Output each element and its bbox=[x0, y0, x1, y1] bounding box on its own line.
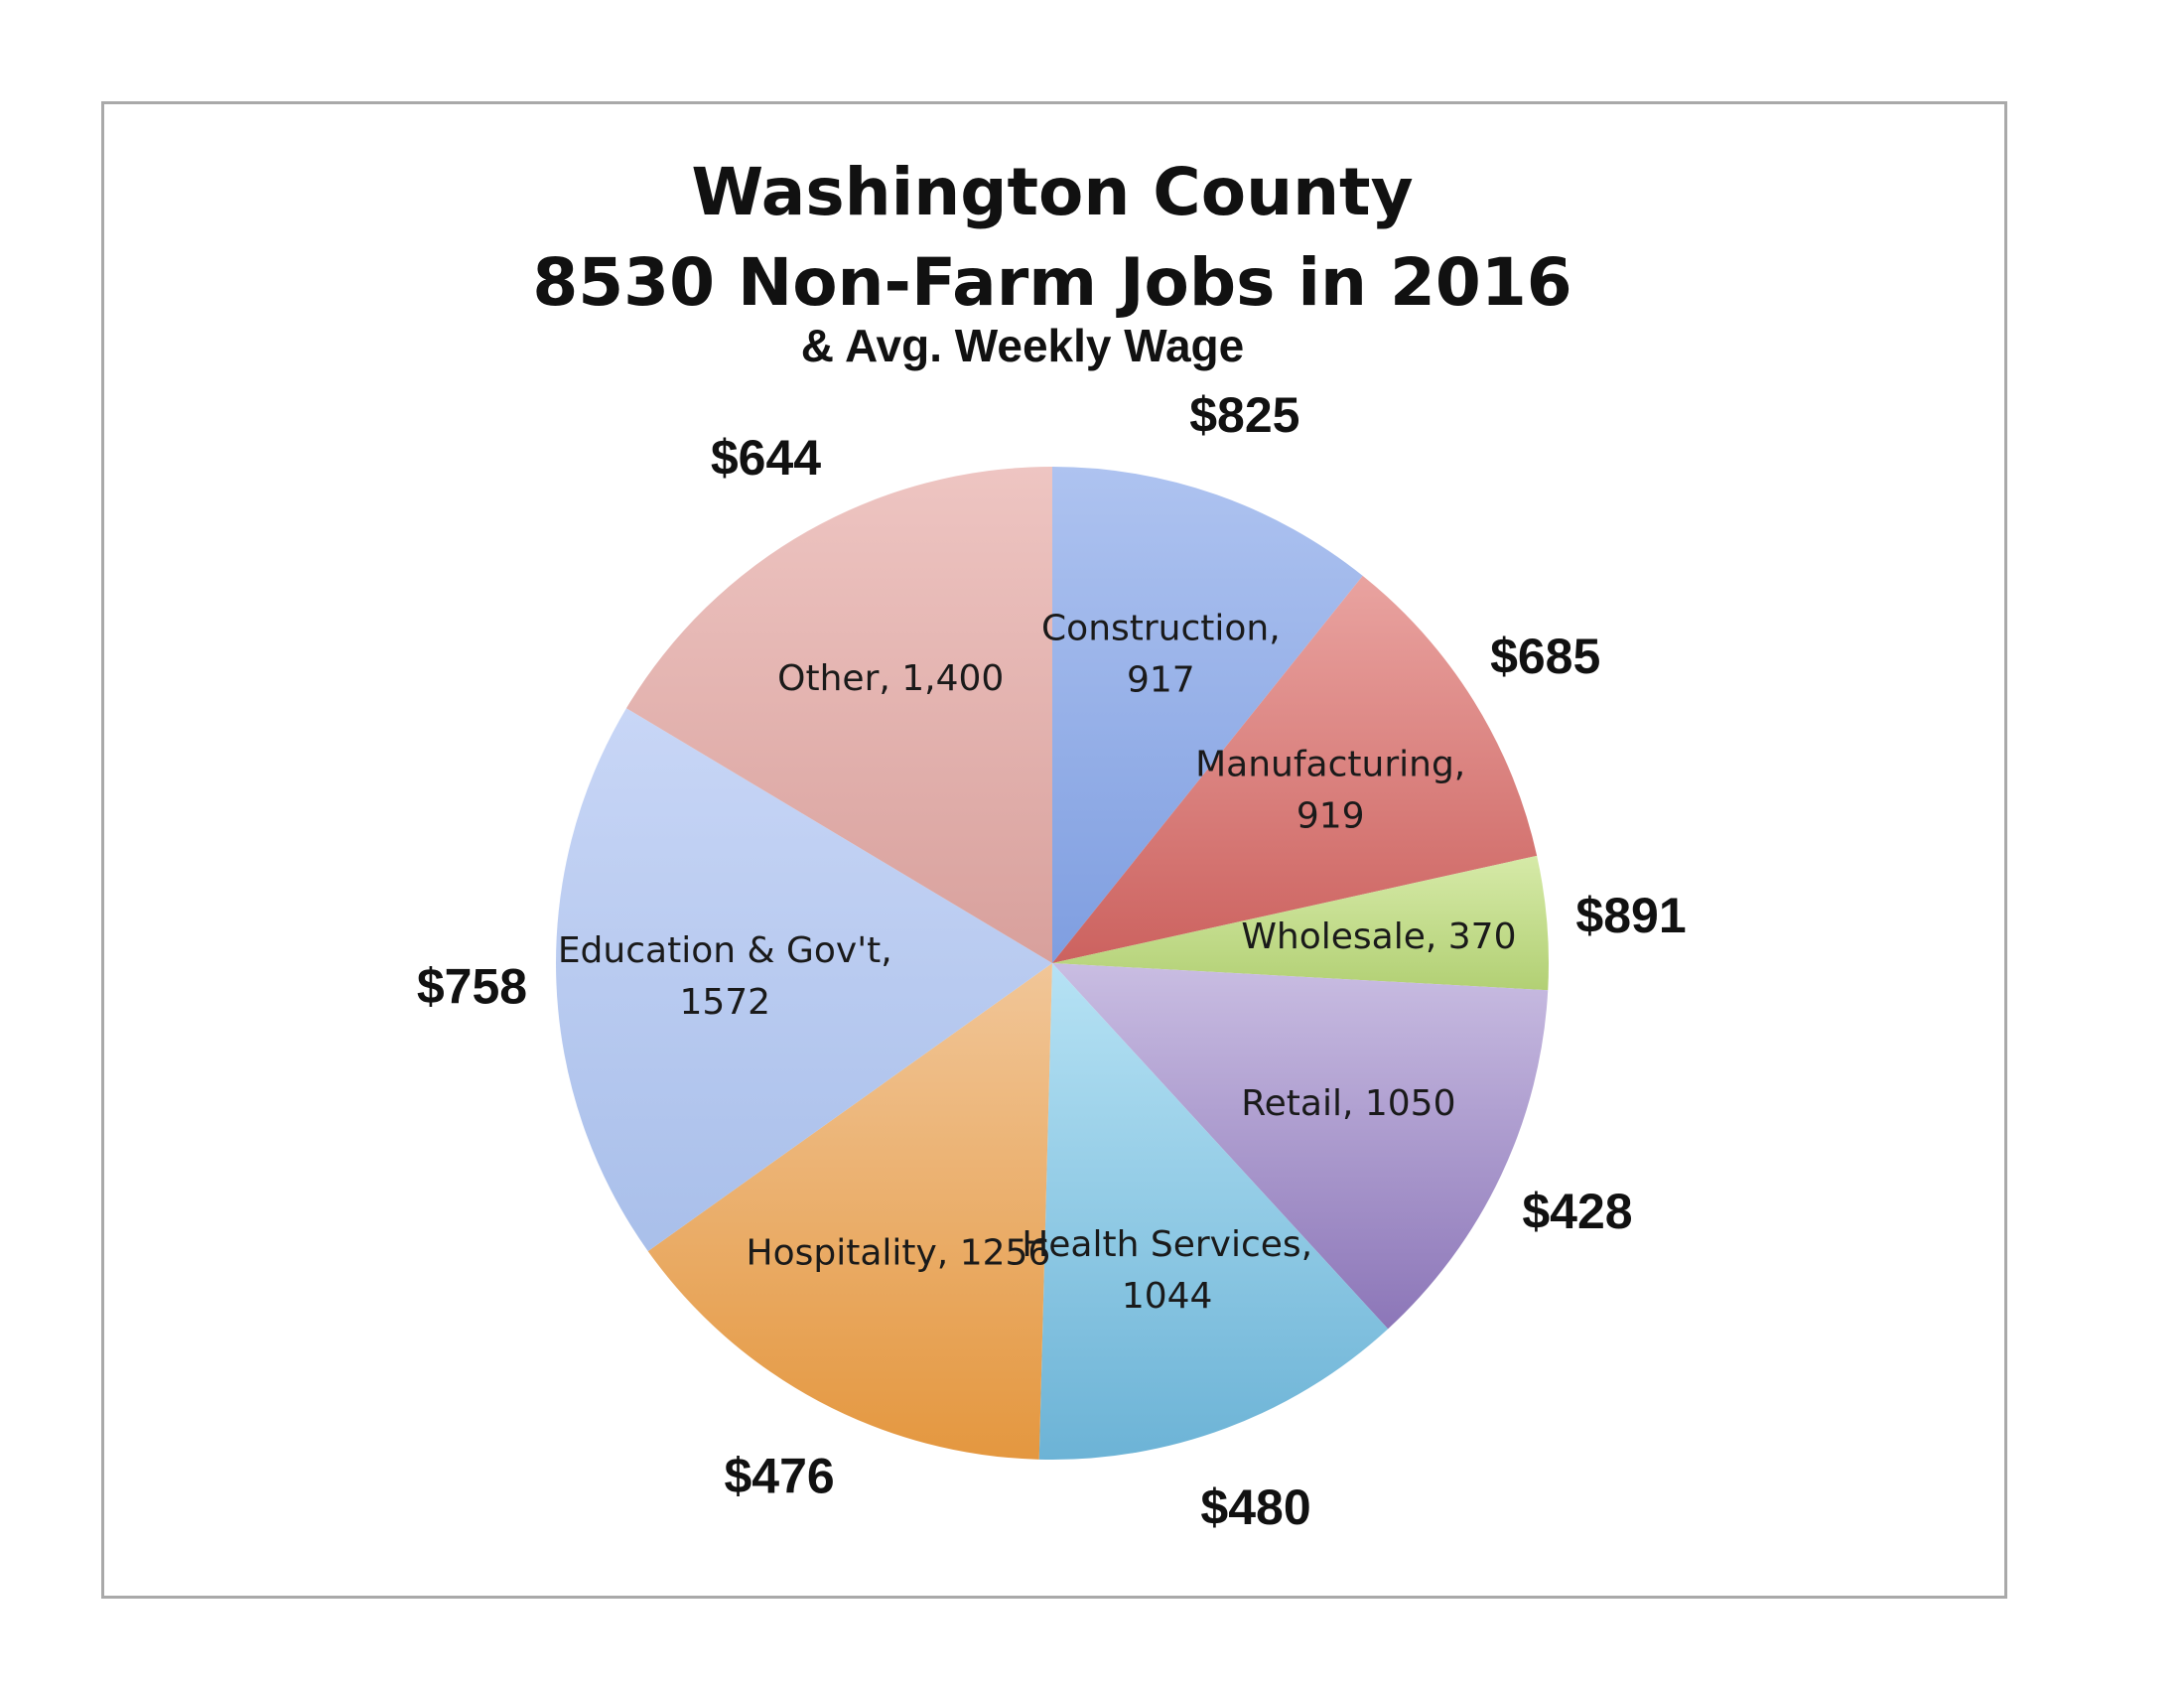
wage-label-wholesale: $891 bbox=[1575, 888, 1686, 943]
wage-label-manufacturing: $685 bbox=[1490, 629, 1600, 684]
wage-label-education-gov-t: $758 bbox=[417, 958, 527, 1014]
slice-label-health-services: Health Services, 1044 bbox=[1022, 1224, 1312, 1317]
pie-slice-other bbox=[625, 467, 1052, 963]
pie-slices bbox=[556, 467, 1550, 1460]
wage-label-health-services: $480 bbox=[1200, 1479, 1310, 1535]
chart-title-line2: 8530 Non-Farm Jobs in 2016 bbox=[532, 244, 1571, 321]
pie-slice-labels: Construction, 917 Manufacturing, 919 Wholesa… bbox=[558, 609, 1517, 1317]
wage-label-other: $644 bbox=[711, 430, 821, 486]
pie-slice-manufacturing bbox=[1052, 575, 1538, 963]
slice-label-education-gov-t: Education & Gov't, 1572 bbox=[558, 930, 892, 1023]
chart-subtitle: & Avg. Weekly Wage bbox=[801, 320, 1245, 371]
slice-label-construction: Construction, 917 bbox=[1041, 609, 1281, 701]
pie-slice-construction bbox=[1052, 467, 1363, 963]
slice-label-hospitality: Hospitality, 1256 bbox=[747, 1232, 1051, 1273]
pie-slice-hospitality bbox=[647, 963, 1052, 1460]
wage-label-retail: $428 bbox=[1522, 1184, 1632, 1239]
slice-label-other: Other, 1,400 bbox=[777, 658, 1004, 699]
pie-slice-education-gov-t bbox=[556, 708, 1052, 1252]
slice-label-retail: Retail, 1050 bbox=[1241, 1083, 1455, 1124]
pie-wage-labels: $825 $685 $891 $428 $480 $476 $758 $644 bbox=[417, 387, 1687, 1535]
slice-label-wholesale: Wholesale, 370 bbox=[1241, 916, 1516, 957]
pie-slice-health-services bbox=[1038, 963, 1389, 1460]
pie-slice-wholesale bbox=[1052, 855, 1550, 991]
slice-label-manufacturing: Manufacturing, 919 bbox=[1195, 745, 1465, 837]
wage-label-construction: $825 bbox=[1189, 387, 1299, 443]
pie-slice-retail bbox=[1052, 963, 1549, 1330]
wage-label-hospitality: $476 bbox=[724, 1448, 834, 1503]
chart-title: Washington County bbox=[691, 154, 1413, 230]
